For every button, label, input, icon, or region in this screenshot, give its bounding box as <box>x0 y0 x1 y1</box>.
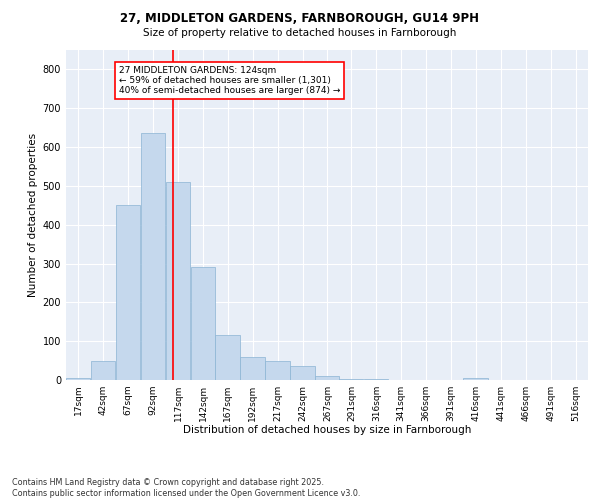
Bar <box>290 366 314 380</box>
Bar <box>215 336 240 380</box>
Bar <box>463 378 488 380</box>
Bar <box>116 206 140 380</box>
Bar <box>91 360 115 380</box>
Text: 27 MIDDLETON GARDENS: 124sqm
← 59% of detached houses are smaller (1,301)
40% of: 27 MIDDLETON GARDENS: 124sqm ← 59% of de… <box>119 66 340 96</box>
Y-axis label: Number of detached properties: Number of detached properties <box>28 133 38 297</box>
Text: 27, MIDDLETON GARDENS, FARNBOROUGH, GU14 9PH: 27, MIDDLETON GARDENS, FARNBOROUGH, GU14… <box>121 12 479 26</box>
Bar <box>364 379 388 380</box>
Bar <box>191 268 215 380</box>
Bar <box>265 360 290 380</box>
Bar <box>141 134 165 380</box>
Bar <box>339 379 364 380</box>
Text: Size of property relative to detached houses in Farnborough: Size of property relative to detached ho… <box>143 28 457 38</box>
Bar <box>241 356 265 380</box>
Bar <box>315 376 340 380</box>
X-axis label: Distribution of detached houses by size in Farnborough: Distribution of detached houses by size … <box>183 426 471 436</box>
Bar <box>166 182 190 380</box>
Bar <box>66 378 91 380</box>
Text: Contains HM Land Registry data © Crown copyright and database right 2025.
Contai: Contains HM Land Registry data © Crown c… <box>12 478 361 498</box>
